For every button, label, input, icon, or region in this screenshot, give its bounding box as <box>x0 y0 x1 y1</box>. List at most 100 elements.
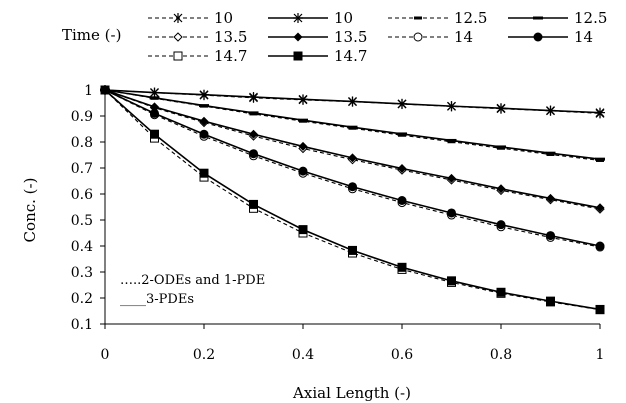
data-point <box>150 129 159 139</box>
series-line <box>104 89 601 311</box>
data-point <box>249 129 258 139</box>
x-tick-label: 0.4 <box>292 347 314 363</box>
data-point <box>447 208 456 218</box>
data-point <box>447 173 456 183</box>
data-point <box>150 108 159 118</box>
series-line <box>104 89 601 162</box>
series-14.7-solid <box>100 85 605 314</box>
legend-item: 14.7 <box>268 47 367 65</box>
y-tick-label: 0.1 <box>71 317 93 333</box>
legend-label: 10 <box>214 9 233 27</box>
legend-item: 10 <box>148 9 233 27</box>
legend-marker <box>533 16 543 20</box>
data-point <box>298 225 308 235</box>
legend-label: 13.5 <box>214 28 247 46</box>
data-point <box>546 296 555 306</box>
data-point <box>199 89 209 100</box>
legend-marker <box>414 16 422 20</box>
data-point <box>496 145 506 149</box>
legend-marker <box>173 51 183 61</box>
legend-item: 14 <box>508 28 593 46</box>
x-tick-label: 0 <box>101 347 110 363</box>
data-point <box>347 96 358 107</box>
data-point <box>496 287 506 297</box>
data-point <box>348 245 357 255</box>
data-point <box>595 304 605 314</box>
legend-label: 12.5 <box>454 9 487 27</box>
legend: Time (-) 10 10 12.5 12.5 13.5 13.5 14 14 14.7 14.… <box>62 9 607 65</box>
series-14-solid <box>100 85 605 251</box>
data-point <box>199 168 209 178</box>
legend-item: 13.5 <box>268 28 367 46</box>
y-tick-label: 0.9 <box>71 109 93 125</box>
legend-marker <box>413 32 423 42</box>
legend-item: 12.5 <box>508 9 607 27</box>
data-point <box>298 166 308 176</box>
data-point <box>595 107 605 118</box>
data-point <box>545 151 556 155</box>
data-point <box>348 182 357 192</box>
legend-marker <box>293 13 303 23</box>
annotation-model-dotted: …..2-ODEs and 1-PDE <box>120 273 265 288</box>
y-tick-label: 0.4 <box>71 239 93 255</box>
legend-label: 12.5 <box>574 9 607 27</box>
legend-label: 14.7 <box>214 47 247 65</box>
x-tick-label: 1 <box>596 347 605 363</box>
legend-item: 12.5 <box>388 9 487 27</box>
data-point <box>595 203 605 213</box>
annotation-model-solid: ____3-PDEs <box>120 292 194 307</box>
legend-marker <box>533 32 543 42</box>
legend-marker <box>173 13 183 23</box>
x-tick-label: 0.8 <box>490 347 512 363</box>
legend-item: 14.7 <box>148 47 247 65</box>
y-axis-label: Conc. (-) <box>21 178 39 243</box>
legend-marker <box>293 32 303 42</box>
data-point <box>347 125 358 129</box>
data-point <box>397 164 407 174</box>
legend-label: 14 <box>454 28 473 46</box>
legend-label: 10 <box>334 9 353 27</box>
legend-label: 14.7 <box>334 47 367 65</box>
data-point <box>496 220 506 230</box>
y-tick-label: 1 <box>84 83 93 99</box>
series-line <box>104 89 601 210</box>
data-point <box>397 98 407 109</box>
y-tick-label: 0.3 <box>71 265 93 281</box>
legend-item: 14 <box>388 28 473 46</box>
legend-title: Time (-) <box>62 26 121 44</box>
data-point <box>150 102 159 112</box>
y-tick-label: 0.6 <box>71 187 93 203</box>
legend-marker <box>293 51 303 61</box>
annotations: …..2-ODEs and 1-PDE ____3-PDEs <box>120 273 265 307</box>
data-point <box>546 193 555 203</box>
data-point <box>100 85 110 95</box>
legend-item: 10 <box>268 9 353 27</box>
legend-marker <box>173 32 183 42</box>
data-point <box>298 141 308 151</box>
axes: 0.1 0.2 0.3 0.4 0.5 0.6 0.7 0.8 0.9 1 0 0.2 0.4 0.6 0.… <box>71 83 605 363</box>
series-14-dashed <box>100 85 605 252</box>
data-point <box>199 104 209 108</box>
legend-item: 13.5 <box>148 28 247 46</box>
y-tick-label: 0.7 <box>71 161 93 177</box>
data-point <box>546 231 555 241</box>
y-tick-label: 0.8 <box>71 135 93 151</box>
data-point <box>199 129 209 139</box>
data-point <box>397 196 407 205</box>
data-point <box>149 87 160 98</box>
data-point <box>595 157 605 161</box>
data-point <box>595 241 605 251</box>
x-tick-label: 0.6 <box>391 347 413 363</box>
y-tick-label: 0.5 <box>71 213 93 229</box>
legend-label: 13.5 <box>334 28 367 46</box>
data-point <box>249 149 258 159</box>
data-point <box>248 92 259 103</box>
data-point <box>446 101 457 112</box>
data-point <box>446 138 457 142</box>
series-layer <box>100 85 605 315</box>
x-axis-label: Axial Length (-) <box>292 384 411 402</box>
data-point <box>248 111 259 115</box>
data-point <box>397 132 407 136</box>
data-point <box>447 276 456 286</box>
